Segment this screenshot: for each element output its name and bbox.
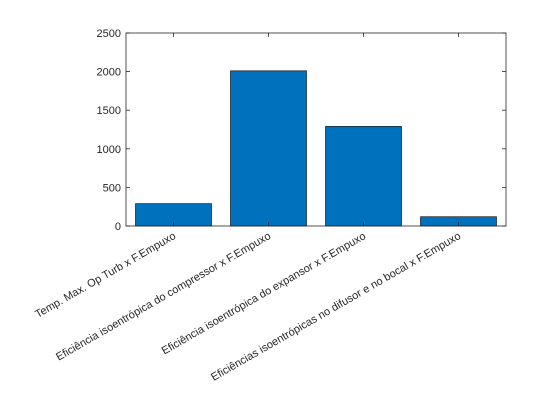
axes-layer [125, 32, 507, 227]
bar-3 [325, 126, 402, 227]
bars-layer [135, 70, 497, 227]
y-tick-label: 1500 [97, 105, 121, 117]
x-tick-label: Eficiência isoentrópica do compressor x … [54, 230, 273, 363]
y-tick-label: 2000 [97, 67, 121, 79]
x-tick-label: Eficiência isoentrópica do expansor x F.… [160, 230, 368, 357]
axes-box [125, 32, 507, 227]
y-tick-label: 0 [115, 221, 121, 233]
y-tick-label: 1000 [97, 144, 121, 156]
y-tick-label: 500 [103, 182, 121, 194]
y-tick-label: 2500 [97, 28, 121, 40]
bar-2 [230, 70, 307, 227]
